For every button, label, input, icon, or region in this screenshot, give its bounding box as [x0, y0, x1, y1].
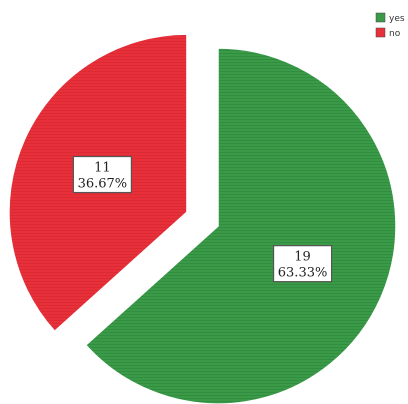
legend-label-yes: yes — [389, 14, 405, 24]
slice-percent-no: 36.67% — [78, 177, 128, 192]
legend-label-no: no — [389, 29, 401, 39]
slice-percent-yes: 63.33% — [278, 266, 328, 281]
slice-label-box-yes — [272, 245, 333, 283]
legend-swatch-yes — [375, 12, 386, 23]
pie-slices — [8, 33, 397, 404]
legend: yes no — [375, 12, 405, 39]
slice-count-yes: 19 — [294, 250, 311, 265]
slice-count-no: 11 — [94, 161, 111, 176]
legend-swatch-no — [375, 27, 386, 38]
slice-label-box-no — [72, 155, 132, 194]
pie-slice-yes — [84, 47, 397, 404]
